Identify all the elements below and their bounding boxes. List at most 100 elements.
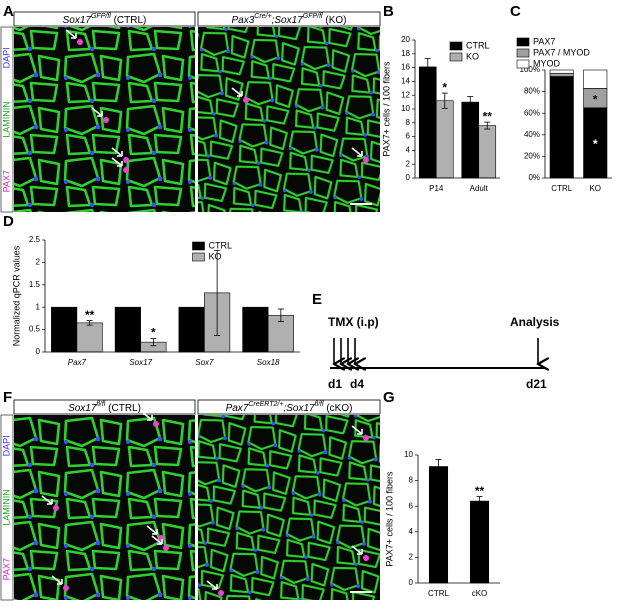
panel-label: G	[383, 389, 395, 406]
image-header-text: Sox17fl/fl (CTRL)	[68, 401, 141, 413]
bar	[178, 306, 205, 353]
header-segment: Sox17	[63, 15, 92, 26]
panel-label: C	[510, 3, 521, 20]
channel-column	[0, 26, 14, 213]
legend-label: PAX7	[533, 36, 555, 46]
header-segment: GFP/fl	[303, 13, 323, 20]
legend-label: CTRL	[209, 240, 233, 250]
x-tick-label: Sox18	[257, 358, 280, 367]
header-segment: CreERT2/+	[248, 401, 283, 408]
error-bar	[467, 96, 474, 109]
header-segment: GFP/fl	[91, 13, 111, 20]
y-tick-label: 0%	[528, 173, 540, 182]
panel-label: A	[3, 3, 14, 20]
bar	[478, 125, 497, 179]
y-tick-label: 1.5	[29, 280, 41, 289]
image-header	[197, 11, 381, 27]
header-segment: ;Sox17	[283, 403, 315, 414]
error-bar	[476, 496, 483, 506]
injection-arrows	[334, 338, 538, 364]
y-tick-label: 10	[401, 104, 410, 113]
legend-swatch	[516, 59, 530, 69]
legend-label: KO	[466, 51, 479, 61]
image-header	[13, 11, 196, 27]
header-segment: (CTRL)	[111, 15, 147, 26]
error-bar	[150, 338, 157, 347]
arrow	[231, 87, 243, 97]
arrow	[51, 575, 63, 585]
micrograph	[198, 415, 380, 600]
legend-swatch	[516, 37, 530, 47]
pax7-cell	[363, 555, 369, 561]
panel-label: F	[3, 389, 12, 406]
pax7-cell	[77, 39, 83, 45]
header-segment: (cKO)	[324, 403, 353, 414]
arrow	[206, 580, 218, 590]
bar	[418, 66, 437, 179]
significance: **	[483, 109, 493, 123]
timeline: TMX (i.p) Analysis d1 d4 d21	[328, 315, 560, 391]
endpoint-label: Analysis	[510, 315, 560, 329]
pax7-cell	[123, 157, 129, 163]
header-segment: (KO)	[323, 15, 347, 26]
arrow	[146, 525, 158, 535]
header-segment: Cre/+	[254, 13, 271, 20]
x-tick-label: cKO	[472, 589, 488, 598]
pax7-cell	[153, 421, 159, 427]
y-tick-label: 80%	[524, 87, 540, 96]
arrow	[111, 157, 123, 167]
x-tick-label: Sox17	[129, 358, 152, 367]
significance: **	[85, 308, 95, 322]
legend-swatch	[449, 52, 463, 62]
legend-swatch	[516, 48, 530, 58]
y-tick-label: 100%	[520, 65, 540, 74]
micrograph	[198, 27, 380, 212]
header-segment: Pax3	[232, 15, 255, 26]
x-tick-label: KO	[589, 184, 601, 193]
y-tick-label: 40%	[524, 130, 540, 139]
pax7-cell	[123, 167, 129, 173]
channel-column	[0, 414, 14, 601]
arrow	[65, 29, 77, 39]
channel-label: PAX7	[1, 170, 11, 192]
arrow	[351, 545, 363, 555]
x-tick-label: P14	[429, 184, 444, 193]
bar	[583, 69, 608, 89]
micrograph	[14, 415, 195, 600]
header-segment: ;Sox17	[272, 15, 304, 26]
significance: *	[442, 80, 447, 94]
arrow	[91, 107, 103, 117]
pax7-cell	[158, 535, 164, 541]
y-tick-label: 1	[36, 302, 41, 311]
y-tick-label: 2	[409, 553, 414, 562]
y-tick-label: 2	[406, 159, 411, 168]
significance: **	[475, 484, 485, 498]
y-tick-label: 14	[401, 77, 410, 86]
y-tick-label: 4	[409, 527, 414, 536]
arrow	[41, 495, 53, 505]
legend-label: MYOD	[533, 58, 561, 68]
day-label: d21	[526, 377, 547, 391]
y-axis-label: PAX7+ cells / 100 fibers	[384, 471, 394, 567]
y-axis-label: Normalized qPCR values	[11, 245, 21, 346]
y-tick-label: 6	[406, 132, 411, 141]
header-segment: fl/fl	[96, 401, 105, 408]
y-tick-label: 0	[406, 173, 411, 182]
y-tick-label: 60%	[524, 108, 540, 117]
day-label: d1	[328, 377, 342, 391]
channel-label: DAPI	[1, 435, 11, 456]
channel-label: PAX7	[1, 558, 11, 580]
significance: *	[593, 137, 598, 151]
error-bar	[435, 459, 442, 474]
y-tick-label: 2.5	[29, 235, 41, 244]
legend-swatch	[449, 41, 463, 51]
legend-swatch	[192, 252, 205, 262]
bar	[549, 76, 574, 179]
header-segment: fl/fl	[315, 401, 324, 408]
channel-label: LAMININ	[1, 489, 11, 526]
image-header-text: Pax3Cre/+;Sox17GFP/fl (KO)	[232, 13, 347, 25]
y-tick-label: 4	[406, 146, 411, 155]
y-tick-label: 12	[401, 90, 410, 99]
y-tick-label: 18	[401, 49, 410, 58]
